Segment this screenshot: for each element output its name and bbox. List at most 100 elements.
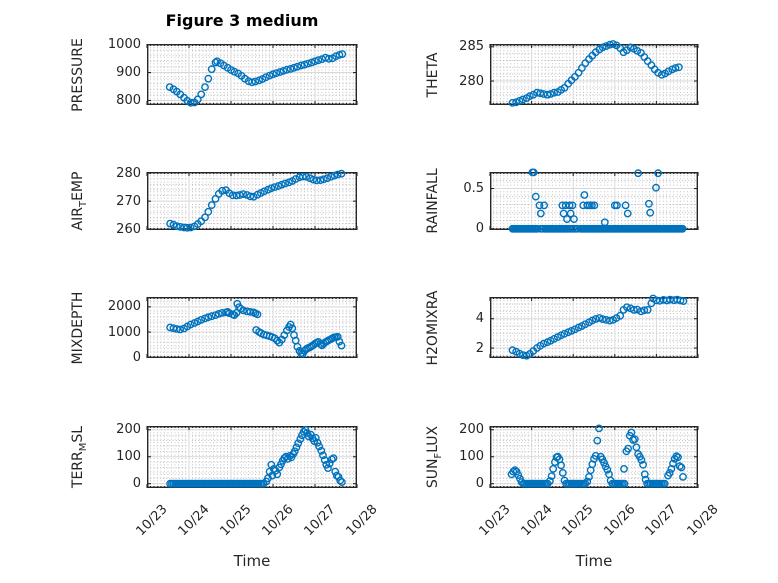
data-point-marker xyxy=(558,469,567,477)
axes-box xyxy=(146,296,358,358)
data-point-marker xyxy=(207,65,216,74)
subplot-rainfall: RAINFALL 0 0.5 xyxy=(425,168,699,236)
plot-area-rainfall xyxy=(489,168,699,233)
data-point-marker xyxy=(204,74,213,83)
major-grid xyxy=(490,297,698,358)
data-point-marker xyxy=(239,190,248,198)
data-point-marker xyxy=(621,201,630,210)
plot-area-theta xyxy=(489,40,699,107)
data-point-marker xyxy=(282,65,291,74)
y-tick-label: 900 xyxy=(116,65,141,81)
data-point-marker xyxy=(640,306,649,315)
x-tick-label: 10/28 xyxy=(684,502,722,540)
data-point-marker xyxy=(565,201,574,210)
data-point-marker xyxy=(324,54,333,63)
y-tick-label: 4 xyxy=(475,311,484,327)
data-point-marker xyxy=(336,476,345,485)
data-point-marker xyxy=(620,479,629,488)
data-point-marker xyxy=(267,184,276,193)
y-axis-label-text: PRESSURE xyxy=(70,37,86,112)
data-point-marker xyxy=(313,438,322,447)
data-point-marker xyxy=(293,342,302,351)
data-point-marker xyxy=(324,464,332,472)
data-markers xyxy=(166,169,346,232)
data-point-marker xyxy=(593,436,602,445)
y-axis-label-text: LUX xyxy=(425,425,441,453)
plot-area-h2omixra xyxy=(489,294,699,360)
data-point-marker xyxy=(290,63,298,72)
data-point-marker xyxy=(627,428,636,437)
axes-box xyxy=(489,43,699,105)
data-point-marker xyxy=(674,63,683,72)
plot-area-mixdepth xyxy=(146,296,358,358)
data-point-marker xyxy=(337,341,346,350)
data-point-marker xyxy=(176,325,185,334)
data-point-marker xyxy=(323,174,332,183)
data-point-marker xyxy=(315,442,324,451)
data-point-marker xyxy=(333,332,342,341)
subplot-terr-msl: TERRMSL 0 100 200 10/23 10/24 10/25 10/26 10/27… xyxy=(70,422,381,539)
data-point-marker xyxy=(678,224,687,233)
data-point-marker xyxy=(235,191,244,199)
plot-area-sun-flux xyxy=(489,424,699,488)
data-point-marker xyxy=(294,439,303,448)
data-point-marker xyxy=(646,208,655,217)
x-tick-label: 10/23 xyxy=(133,502,171,540)
data-markers xyxy=(507,424,687,488)
data-point-marker xyxy=(333,170,342,179)
y-tick-label: 100 xyxy=(459,449,484,465)
data-point-marker xyxy=(679,297,688,305)
data-point-marker xyxy=(669,459,677,468)
data-point-marker xyxy=(606,476,615,485)
data-point-marker xyxy=(218,308,227,317)
subplot-pressure: PRESSURE 800 900 1000 xyxy=(70,37,358,111)
x-tick-label: 10/27 xyxy=(642,502,681,540)
data-point-marker xyxy=(665,469,674,477)
data-point-marker xyxy=(603,465,612,474)
data-point-marker xyxy=(201,213,209,222)
data-point-marker xyxy=(251,77,260,86)
data-point-marker xyxy=(186,320,195,329)
data-point-marker xyxy=(211,58,220,67)
data-point-marker xyxy=(662,296,671,305)
data-point-marker xyxy=(303,59,312,68)
data-point-marker xyxy=(298,172,307,181)
axes-box xyxy=(489,296,699,358)
minor-grid xyxy=(490,44,698,105)
data-point-marker xyxy=(629,305,638,314)
data-point-marker xyxy=(197,90,206,99)
data-markers xyxy=(166,299,346,358)
plot-area-terr-msl xyxy=(146,425,358,488)
data-point-marker xyxy=(535,201,544,210)
axes-box xyxy=(146,171,358,230)
data-point-marker xyxy=(583,201,592,210)
data-point-marker xyxy=(207,312,216,321)
data-point-marker xyxy=(595,314,604,322)
data-point-marker xyxy=(581,320,590,329)
data-point-marker xyxy=(652,183,660,192)
data-point-marker xyxy=(293,62,302,71)
figure-title: Figure 3 medium xyxy=(165,11,319,30)
data-point-marker xyxy=(549,465,558,473)
y-tick-label: 800 xyxy=(116,93,141,109)
y-axis-label-text: SL xyxy=(70,425,86,443)
minor-grid xyxy=(147,426,357,488)
data-point-marker xyxy=(307,58,316,67)
data-point-marker xyxy=(327,455,336,464)
data-point-marker xyxy=(338,50,347,59)
y-tick-label: 1000 xyxy=(107,37,141,53)
data-point-marker xyxy=(536,89,545,98)
y-axis-label-subscript: M xyxy=(77,442,89,452)
data-point-marker xyxy=(600,218,609,227)
data-point-marker xyxy=(316,176,325,185)
data-point-marker xyxy=(269,70,277,79)
data-point-marker xyxy=(172,222,181,230)
data-point-marker xyxy=(286,320,295,329)
data-point-marker xyxy=(583,477,592,486)
data-point-marker xyxy=(230,311,239,320)
data-point-marker xyxy=(533,224,542,233)
y-axis-label-subscript: F xyxy=(432,452,444,459)
data-point-marker xyxy=(600,458,608,467)
data-point-marker xyxy=(590,201,599,210)
y-tick-label: 280 xyxy=(459,73,484,89)
